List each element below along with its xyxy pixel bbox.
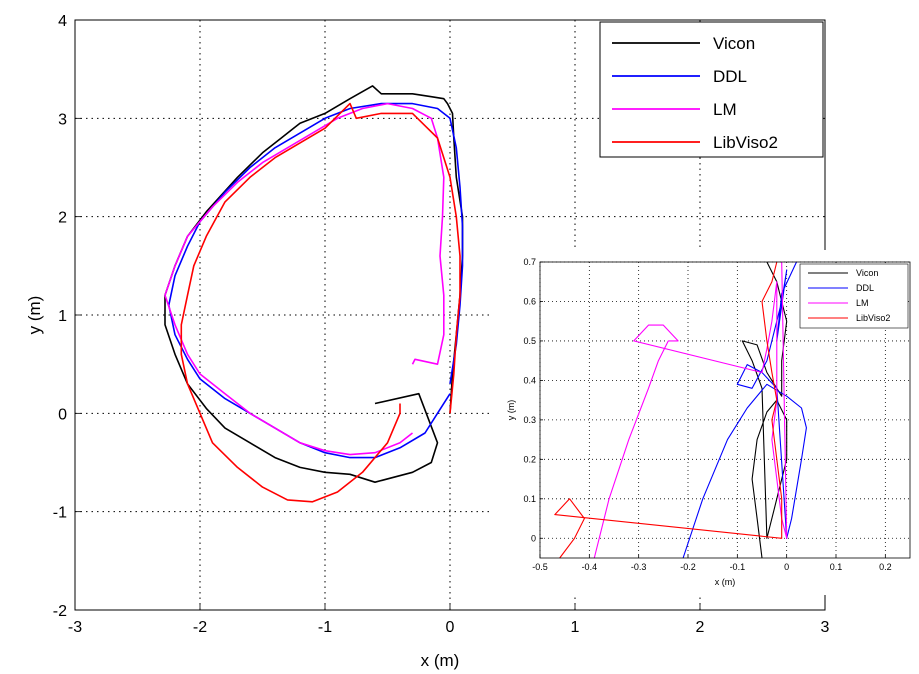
y-tick-label: 0 [531,533,536,543]
x-tick-label: 2 [696,619,705,636]
x-tick-label: -2 [193,619,207,636]
x-tick-label: -1 [318,619,332,636]
y-tick-label: 4 [58,13,67,30]
series-line-vicon [741,261,788,559]
inset-tick-labels: -0.5 -0.4 -0.3 -0.2 -0.1 0 0.1 0.2 0 0.1 0.2 0.3 0.4… [523,257,891,572]
y-tick-label: 0.3 [523,415,536,425]
inset-series-lines [554,261,807,559]
y-tick-label: 0.1 [523,494,536,504]
series-line-lm [164,102,445,456]
x-tick-label: 3 [821,619,830,636]
series-line-libviso2 [554,261,783,559]
legend-label-libviso2: LibViso2 [713,133,778,152]
y-tick-label: 0.2 [523,454,536,464]
y-tick-label: 1 [58,308,67,325]
y-tick-label: 0.5 [523,336,536,346]
x-tick-label: -0.5 [532,562,548,572]
x-tick-label: -0.1 [730,562,746,572]
x-tick-label: -0.3 [631,562,647,572]
x-tick-label: 0 [784,562,789,572]
legend-label-lm: LM [856,298,869,308]
legend-label-ddl: DDL [856,283,874,293]
y-tick-label: -1 [53,505,67,522]
y-tick-label: 0.7 [523,257,536,267]
x-tick-label: 0.1 [830,562,843,572]
legend-label-ddl: DDL [713,67,747,86]
inset-chart: -0.5 -0.4 -0.3 -0.2 -0.1 0 0.1 0.2 0 0.1 0.2 0.3 0.4… [490,250,915,595]
main-y-axis-label: y (m) [25,296,44,335]
y-tick-label: 3 [58,111,67,128]
x-tick-label: -0.4 [582,562,598,572]
legend-label-libviso2: LibViso2 [856,313,890,323]
x-tick-label: -3 [68,619,82,636]
y-tick-label: 0 [58,406,67,423]
legend-label-vicon: Vicon [856,268,878,278]
series-line-vicon [164,85,464,484]
legend-label-lm: LM [713,100,737,119]
y-tick-label: -2 [53,603,67,620]
series-line-libviso2 [180,102,461,503]
legend-label-vicon: Vicon [713,34,755,53]
series-line-lm [593,261,788,559]
x-tick-label: 1 [571,619,580,636]
main-legend-box [599,21,824,158]
series-line-ddl [682,261,807,559]
main-legend: Vicon DDL LM LibViso2 [599,21,824,158]
inset-legend-box [799,263,909,329]
y-tick-label: 2 [58,210,67,227]
y-tick-label: 0.6 [523,296,536,306]
inset-legend: Vicon DDL LM LibViso2 [799,263,909,329]
main-x-axis-label: x (m) [421,651,460,670]
x-tick-label: -0.2 [680,562,696,572]
x-tick-label: 0.2 [879,562,892,572]
inset-x-axis-label: x (m) [715,577,736,587]
inset-y-axis-label: y (m) [506,400,516,421]
x-tick-label: 0 [446,619,455,636]
y-tick-label: 0.4 [523,375,536,385]
inset-axes-box [539,261,911,559]
main-series-lines [164,85,464,503]
